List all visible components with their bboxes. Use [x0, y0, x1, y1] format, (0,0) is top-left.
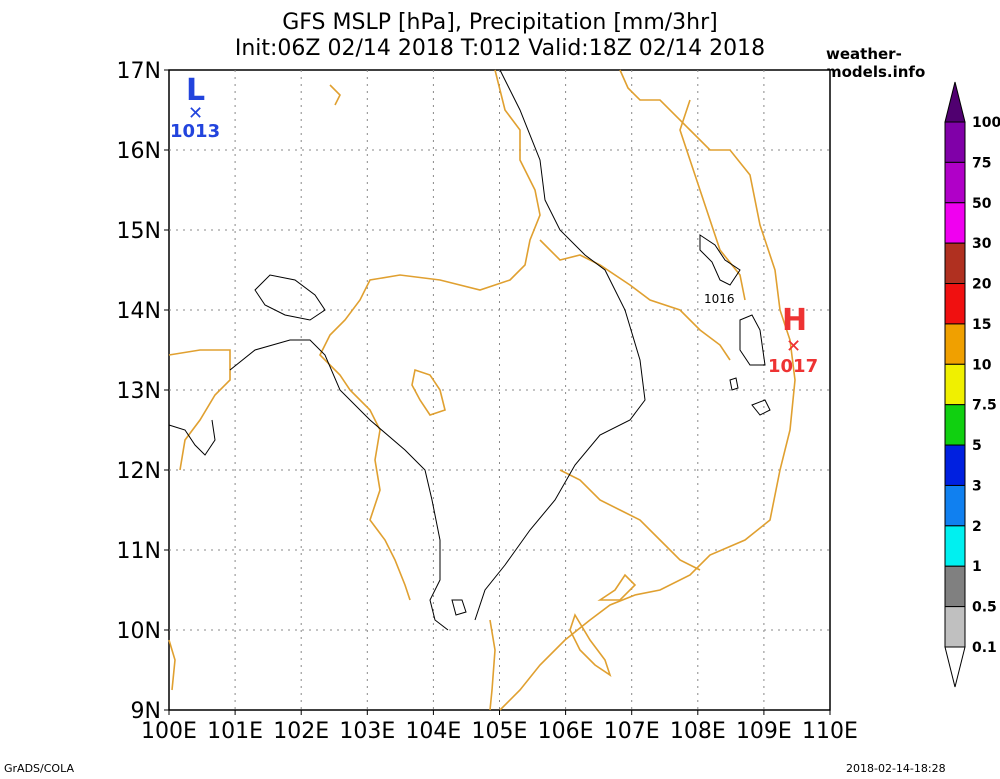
footer-timestamp: 2018-02-14-18:28 — [846, 762, 946, 775]
lon-tick-label: 105E — [472, 719, 528, 744]
low-value: 1013 — [170, 121, 220, 142]
coast-mekong-delta-2 — [597, 573, 637, 601]
colorbar-swatch — [944, 525, 966, 567]
isobar-delta-small — [451, 599, 467, 616]
colorbar-label: 7.5 — [972, 398, 997, 414]
colorbar-swatch — [944, 121, 966, 163]
low-center-x-icon: ✕ — [188, 103, 203, 124]
colorbar-label: 1 — [972, 559, 982, 575]
isobar-east-3 — [729, 377, 739, 391]
lon-tick-label: 101E — [207, 719, 263, 744]
coastlines — [168, 69, 796, 711]
colorbar-label: 3 — [972, 478, 982, 494]
colorbar-label: 15 — [972, 317, 991, 333]
colorbar-swatch — [944, 444, 966, 486]
footer-credit: GrADS/COLA — [4, 762, 74, 775]
high-value: 1017 — [768, 356, 818, 377]
colorbar-top-arrow — [944, 81, 966, 123]
gridlines — [169, 70, 830, 710]
high-pressure-marker: H ✕ 1017 — [768, 303, 818, 377]
longitude-labels: 100E 101E 102E 103E 104E 105E 106E 107E 108E 109E… — [141, 710, 858, 744]
isobar-label: 1016 — [704, 292, 735, 306]
precip-colorbar: 100 75 50 30 20 15 10 7.5 5 3 2 1 0.5 0.1 — [944, 81, 1000, 688]
isobar-main-west — [474, 69, 646, 621]
lake-tonle-sap — [411, 368, 446, 416]
colorbar-swatch — [944, 484, 966, 527]
latitude-labels: 17N 16N 15N 14N 13N 12N 11N 10N 9N — [117, 59, 169, 724]
border-laos-vietnam — [679, 99, 746, 301]
coast-south — [489, 619, 496, 711]
colorbar-label: 2 — [972, 519, 982, 535]
colorbar-swatch — [944, 242, 966, 285]
coastline-vietnam-cambodia — [499, 69, 796, 711]
colorbar-label: 75 — [972, 155, 991, 171]
lat-tick-label: 14N — [117, 299, 161, 324]
colorbar-label: 30 — [972, 236, 992, 252]
colorbar-swatch — [944, 404, 966, 446]
colorbar-label: 20 — [972, 277, 992, 293]
lat-tick-label: 9N — [131, 699, 161, 724]
high-symbol: H — [782, 303, 807, 338]
border-thai-laos — [319, 69, 541, 601]
colorbar-swatch — [944, 202, 966, 244]
colorbar-label: 50 — [972, 196, 992, 212]
site-label: weather-models.info — [826, 45, 926, 81]
colorbar-label: 100 — [972, 115, 1000, 131]
isobar-east-2 — [751, 399, 771, 416]
high-center-x-icon: ✕ — [786, 336, 801, 357]
lon-tick-label: 110E — [802, 719, 858, 744]
lat-tick-label: 12N — [117, 459, 161, 484]
colorbar-swatch — [944, 565, 966, 608]
coast-mekong-delta — [569, 613, 612, 677]
lon-tick-label: 109E — [736, 719, 792, 744]
colorbar-swatch — [944, 161, 966, 204]
colorbar-label: 0.1 — [972, 640, 997, 656]
coast-west-small — [329, 84, 341, 106]
isobars — [168, 69, 771, 631]
chart-subtitle: Init:06Z 02/14 2018 T:012 Valid:18Z 02/1… — [234, 36, 766, 61]
isobar-east-1 — [739, 314, 766, 366]
lon-tick-label: 104E — [405, 719, 461, 744]
lon-tick-label: 102E — [273, 719, 329, 744]
isobar-gulf-left — [168, 419, 216, 456]
isobar-gulf — [229, 339, 449, 631]
colorbar-label: 5 — [972, 438, 982, 454]
colorbar-swatch — [944, 323, 966, 365]
lat-tick-label: 10N — [117, 619, 161, 644]
border-cambodia-south — [559, 469, 701, 571]
lon-tick-label: 103E — [339, 719, 395, 744]
colorbar-label: 10 — [972, 357, 992, 373]
low-pressure-marker: L ✕ 1013 — [170, 73, 220, 142]
colorbar-label: 0.5 — [972, 600, 997, 616]
border-cambodia — [539, 239, 731, 361]
lon-tick-label: 100E — [141, 719, 197, 744]
low-symbol: L — [186, 73, 205, 108]
lon-tick-label: 108E — [670, 719, 726, 744]
colorbar-bottom-arrow — [944, 646, 966, 688]
chart-title: GFS MSLP [hPa], Precipitation [mm/3hr] — [282, 10, 718, 35]
lat-tick-label: 16N — [117, 139, 161, 164]
lon-tick-label: 106E — [538, 719, 594, 744]
lat-tick-label: 15N — [117, 219, 161, 244]
lat-tick-label: 17N — [117, 59, 161, 84]
isobar-small-north — [254, 274, 326, 321]
lat-tick-label: 13N — [117, 379, 161, 404]
lon-tick-label: 107E — [604, 719, 660, 744]
lat-tick-label: 11N — [117, 539, 161, 564]
isobar-1016 — [699, 234, 741, 286]
coast-left-bottom — [168, 639, 176, 691]
colorbar-swatch — [944, 606, 966, 648]
colorbar-swatch — [944, 283, 966, 325]
colorbar-swatch — [944, 363, 966, 406]
gulf-coast-thai — [168, 349, 231, 471]
